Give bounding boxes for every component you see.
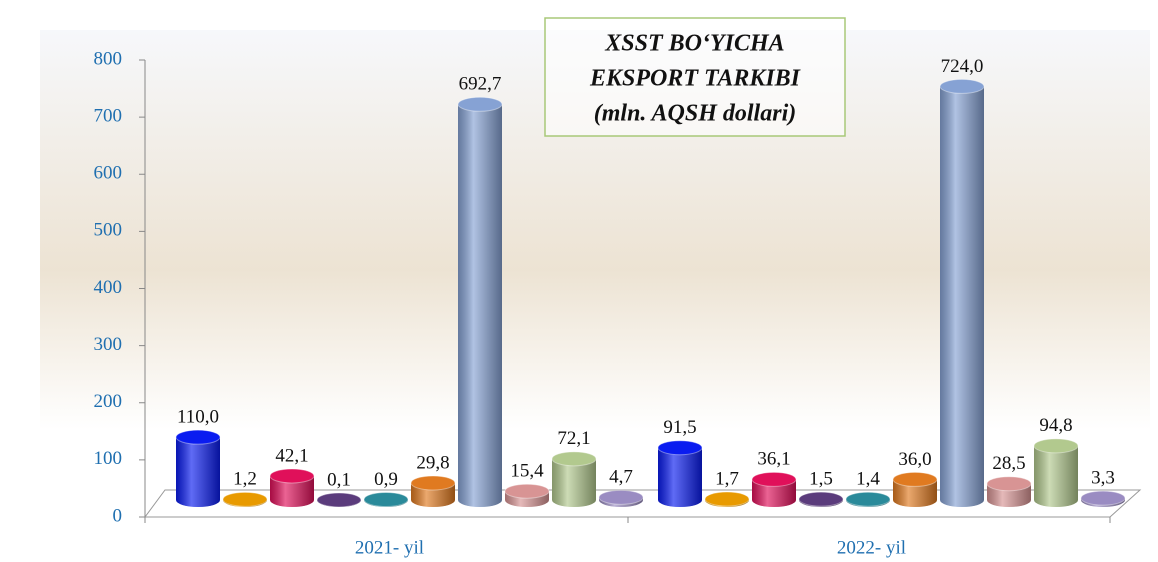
cylinder-top xyxy=(986,476,1032,492)
cylinder-top xyxy=(504,483,550,499)
cylinder-shade xyxy=(458,104,502,507)
cylinder-top xyxy=(798,491,844,507)
cylinder-top xyxy=(598,489,644,505)
value-label: 110,0 xyxy=(177,407,219,428)
value-label: 692,7 xyxy=(459,74,502,95)
value-label: 1,4 xyxy=(856,469,880,490)
cylinder-top xyxy=(269,468,315,484)
value-label: 42,1 xyxy=(275,445,308,466)
cylinder-top xyxy=(222,491,268,507)
cylinder-top xyxy=(1080,490,1126,506)
cylinder-top xyxy=(704,491,750,507)
cylinder-top xyxy=(845,491,891,507)
y-tick-label: 700 xyxy=(94,105,123,126)
cylinder-top xyxy=(751,471,797,487)
chart-title: XSST BO‘YICHA xyxy=(604,31,784,57)
title-box xyxy=(544,17,846,137)
x-tick-label: 2022- yil xyxy=(837,537,906,558)
cylinder-top xyxy=(363,491,409,507)
y-tick-label: 400 xyxy=(94,277,123,298)
cylinder-shade xyxy=(752,479,796,507)
value-label: 94,8 xyxy=(1039,415,1072,436)
cylinder-shade xyxy=(176,437,220,507)
value-label: 3,3 xyxy=(1091,467,1115,488)
y-tick-label: 800 xyxy=(94,48,123,69)
cylinder-top xyxy=(551,451,597,467)
cylinder-top xyxy=(939,78,985,94)
cylinder-top xyxy=(457,96,503,112)
value-label: 28,5 xyxy=(992,453,1025,474)
cylinder-top xyxy=(410,475,456,491)
cylinder-top xyxy=(316,492,362,508)
value-label: 0,9 xyxy=(374,469,398,490)
cylinder-top xyxy=(175,429,221,445)
value-label: 1,2 xyxy=(233,469,257,490)
cylinder-top xyxy=(657,440,703,456)
value-label: 15,4 xyxy=(510,461,544,482)
value-label: 1,7 xyxy=(715,468,739,489)
y-tick-label: 100 xyxy=(94,448,123,469)
y-tick-label: 600 xyxy=(94,163,123,184)
cylinder-shade xyxy=(1034,445,1078,507)
cylinder-shade xyxy=(940,86,984,507)
chart-title: (mln. AQSH dollari) xyxy=(594,101,796,127)
value-label: 72,1 xyxy=(557,428,590,449)
y-tick-label: 300 xyxy=(94,334,123,355)
value-label: 724,0 xyxy=(941,56,984,77)
x-tick-label: 2021- yil xyxy=(355,537,424,558)
y-tick-label: 200 xyxy=(94,391,123,412)
cylinder-top xyxy=(1033,438,1079,454)
value-label: 0,1 xyxy=(327,469,351,490)
value-label: 36,0 xyxy=(898,449,931,470)
value-label: 4,7 xyxy=(609,467,633,488)
value-label: 36,1 xyxy=(757,449,790,470)
cylinder-shade xyxy=(552,458,596,507)
cylinder-shade xyxy=(658,447,702,507)
value-label: 29,8 xyxy=(416,452,449,473)
y-tick-label: 500 xyxy=(94,220,123,241)
cylinder-top xyxy=(892,471,938,487)
y-tick-label: 0 xyxy=(113,505,123,526)
cylinder-shade xyxy=(893,479,937,507)
cylinder-shade xyxy=(270,475,314,507)
value-label: 1,5 xyxy=(809,469,833,490)
value-label: 91,5 xyxy=(663,417,696,438)
chart-title: EKSPORT TARKIBI xyxy=(589,66,802,92)
